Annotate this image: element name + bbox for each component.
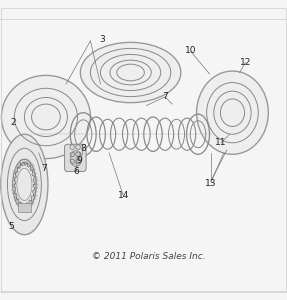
FancyBboxPatch shape — [65, 144, 86, 172]
Text: 12: 12 — [240, 58, 251, 67]
Text: 7: 7 — [42, 164, 47, 173]
FancyBboxPatch shape — [18, 203, 31, 212]
Ellipse shape — [1, 75, 90, 159]
Text: 11: 11 — [215, 138, 227, 147]
Ellipse shape — [70, 151, 82, 166]
Ellipse shape — [80, 42, 181, 103]
Text: 7: 7 — [162, 92, 168, 101]
Text: 9: 9 — [76, 155, 82, 164]
Text: 14: 14 — [118, 191, 129, 200]
Ellipse shape — [197, 71, 268, 154]
Text: 2: 2 — [10, 118, 16, 127]
Text: 6: 6 — [73, 167, 79, 176]
Text: 3: 3 — [99, 35, 105, 44]
Text: 5: 5 — [9, 222, 14, 231]
Text: © 2011 Polaris Sales Inc.: © 2011 Polaris Sales Inc. — [92, 252, 206, 261]
Text: 8: 8 — [80, 144, 86, 153]
Ellipse shape — [1, 134, 48, 235]
Text: 10: 10 — [185, 46, 197, 56]
Text: 13: 13 — [205, 178, 217, 188]
